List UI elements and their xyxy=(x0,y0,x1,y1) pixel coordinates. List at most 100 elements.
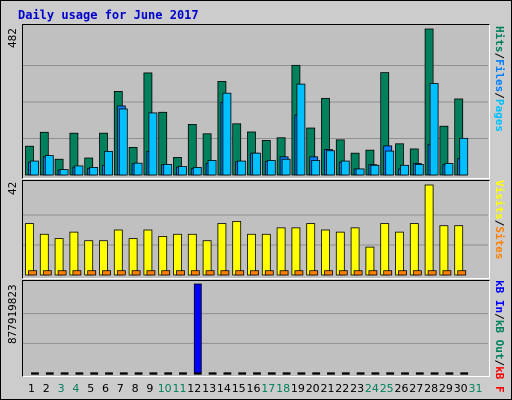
pages-bar-16 xyxy=(252,152,261,176)
kb-out-bar-4 xyxy=(75,372,84,375)
sites-bar-29 xyxy=(442,270,452,276)
pages-bar-29 xyxy=(444,163,454,176)
pages-bar-1 xyxy=(30,160,39,176)
day-label-14: 14 xyxy=(216,382,231,395)
kbytes-panel xyxy=(22,280,490,377)
visits-bar-14 xyxy=(217,223,227,276)
sites-bar-10 xyxy=(161,270,171,276)
kb-out-bar-18 xyxy=(282,372,291,375)
kb-out-bar-28 xyxy=(430,372,439,375)
kb-out-bar-16 xyxy=(253,372,261,375)
day-label-1: 1 xyxy=(28,382,35,395)
pages-bar-18 xyxy=(281,158,291,176)
visits-bar-2 xyxy=(39,233,49,276)
sites-bar-27 xyxy=(412,270,422,276)
sites-bar-23 xyxy=(353,270,363,276)
sites-bar-21 xyxy=(324,270,333,276)
day-label-10: 10 xyxy=(157,382,172,395)
sites-bar-16 xyxy=(250,270,259,276)
pages-bar-9 xyxy=(148,112,158,176)
pages-bar-5 xyxy=(89,167,99,176)
pages-bar-14 xyxy=(222,92,232,176)
sites-bar-28 xyxy=(427,270,437,276)
kb-out-bar-26 xyxy=(401,372,409,375)
day-label-5: 5 xyxy=(87,382,95,395)
chart-title: Daily usage for June 2017 xyxy=(18,8,199,22)
pages-bar-23 xyxy=(355,168,365,176)
sites-bar-17 xyxy=(264,270,274,276)
visits-bar-15 xyxy=(232,221,242,276)
pages-bar-10 xyxy=(163,163,173,176)
day-label-7: 7 xyxy=(116,382,124,395)
day-label-26: 26 xyxy=(394,382,409,395)
day-label-6: 6 xyxy=(102,382,109,395)
day-label-11: 11 xyxy=(172,382,187,395)
kb-out-bar-12 xyxy=(193,372,202,375)
sites-bar-11 xyxy=(176,270,185,276)
sites-bar-14 xyxy=(220,270,230,276)
pages-bar-26 xyxy=(400,164,409,176)
sites-bar-7 xyxy=(116,270,126,276)
kb-in-bar-12 xyxy=(193,283,202,374)
day-label-16: 16 xyxy=(246,382,261,395)
visits-bar-20 xyxy=(306,223,316,276)
visits-bar-27 xyxy=(409,223,419,276)
day-label-27: 27 xyxy=(409,382,424,395)
sites-bar-26 xyxy=(398,270,407,276)
visits-bar-19 xyxy=(291,227,301,276)
day-label-30: 30 xyxy=(453,382,468,395)
day-label-31: 31 xyxy=(468,382,483,395)
pages-bar-27 xyxy=(414,163,424,176)
sites-bar-4 xyxy=(72,270,82,276)
visits-bar-3 xyxy=(54,238,64,276)
kb-out-bar-6 xyxy=(105,372,113,375)
day-label-25: 25 xyxy=(379,382,394,395)
pages-bar-28 xyxy=(429,83,439,176)
kb-out-bar-30 xyxy=(460,372,469,375)
pages-bar-13 xyxy=(207,160,217,176)
pages-bar-15 xyxy=(237,160,247,176)
visits-bar-17 xyxy=(261,233,271,276)
kb-out-bar-2 xyxy=(45,372,54,375)
day-label-22: 22 xyxy=(335,382,350,395)
kb-out-bar-23 xyxy=(356,372,365,375)
visits-bar-22 xyxy=(335,231,345,276)
sites-bar-25 xyxy=(383,270,393,276)
kb-out-bar-9 xyxy=(149,372,158,375)
day-label-4: 4 xyxy=(72,382,80,395)
visits-bar-9 xyxy=(143,229,153,276)
pages-bar-7 xyxy=(118,108,128,176)
day-label-19: 19 xyxy=(290,382,305,395)
visits-bar-12 xyxy=(187,233,197,276)
kb-out-bar-14 xyxy=(223,372,232,375)
sites-bar-12 xyxy=(190,270,200,276)
sites-bar-30 xyxy=(457,270,467,276)
kb-out-bar-10 xyxy=(164,372,173,375)
pages-bar-6 xyxy=(104,150,113,176)
visits-bar-30 xyxy=(454,225,464,276)
visits-bar-8 xyxy=(128,238,138,276)
visits-bar-13 xyxy=(202,240,212,276)
sites-bar-22 xyxy=(338,270,348,276)
kb-out-bar-24 xyxy=(371,372,380,375)
pages-bar-17 xyxy=(266,160,276,176)
sites-bar-9 xyxy=(146,270,156,276)
sites-bar-1 xyxy=(28,270,37,276)
sites-bar-19 xyxy=(294,270,304,276)
pages-bar-20 xyxy=(311,160,321,176)
visits-bar-26 xyxy=(395,231,404,276)
visits-bar-23 xyxy=(350,227,360,276)
day-label-13: 13 xyxy=(202,382,217,395)
day-label-2: 2 xyxy=(42,382,50,395)
day-label-8: 8 xyxy=(131,382,139,395)
sites-bar-6 xyxy=(102,270,111,276)
visits-bar-10 xyxy=(158,236,168,276)
kb-out-bar-29 xyxy=(445,372,454,375)
day-label-17: 17 xyxy=(261,382,276,395)
day-label-28: 28 xyxy=(424,382,439,395)
kb-out-bar-3 xyxy=(60,372,69,375)
visits-bar-1 xyxy=(25,223,34,276)
pages-bar-25 xyxy=(385,150,395,176)
kb-out-bar-8 xyxy=(134,372,143,375)
kb-out-bar-7 xyxy=(119,372,128,375)
